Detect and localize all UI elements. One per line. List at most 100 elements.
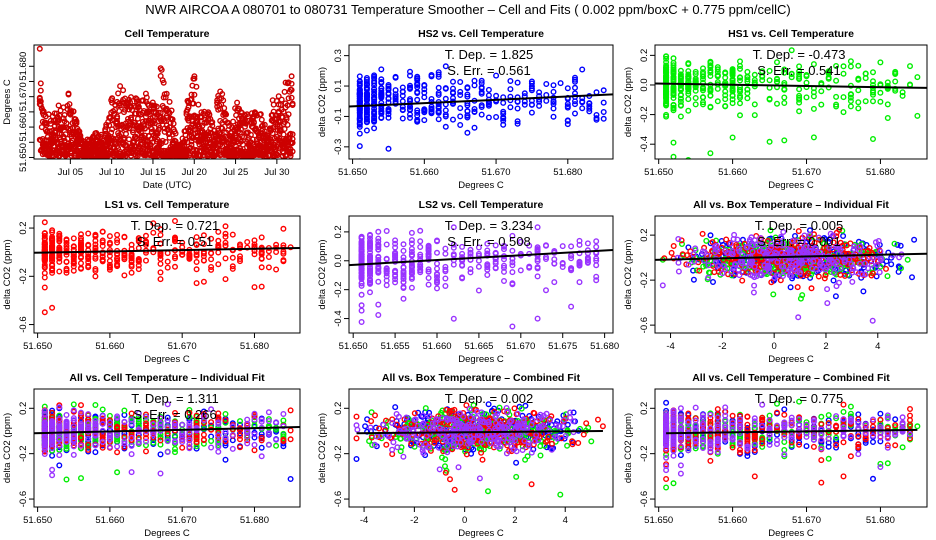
LS1-point xyxy=(794,284,801,291)
serr-annotation: S. Err. = 0.541 xyxy=(757,63,840,78)
y-tick-label: 51.680 xyxy=(18,52,29,81)
HS2-point xyxy=(407,85,414,92)
panel-title: LS1 vs. Cell Temperature xyxy=(105,199,230,211)
y-tick-label: -0.6 xyxy=(639,317,650,333)
HS1-point xyxy=(840,94,847,101)
HS2-point xyxy=(471,77,478,84)
HS2-point xyxy=(832,293,839,300)
LS1-point xyxy=(208,256,215,263)
LS2-point xyxy=(375,278,382,285)
HS1-point xyxy=(753,243,760,250)
LS1-point xyxy=(718,244,725,251)
HS1-point xyxy=(796,99,803,106)
tdep-annotation: T. Dep. = 3.234 xyxy=(445,218,534,233)
LS2-point xyxy=(434,260,441,267)
LS2-point xyxy=(392,267,399,274)
HS2-point xyxy=(579,105,586,112)
HS1-point xyxy=(142,442,149,449)
HS1-point xyxy=(855,62,862,69)
LS2-point xyxy=(824,286,831,293)
LS2-point xyxy=(825,259,832,266)
cell-temp-point xyxy=(281,125,288,132)
cell-temp-point xyxy=(172,130,179,137)
LS2-point xyxy=(509,255,516,262)
LS1-point xyxy=(287,427,294,434)
HS1-point xyxy=(707,72,714,79)
HS1-point xyxy=(898,265,905,272)
LS2-point xyxy=(801,232,808,239)
HS2-point xyxy=(464,84,471,91)
HS2-point xyxy=(464,102,471,109)
x-tick-label: Jul 15 xyxy=(140,167,165,178)
HS1-point xyxy=(63,445,70,452)
LS1-point xyxy=(121,272,128,279)
HS1-point xyxy=(722,69,729,76)
LS1-point xyxy=(63,236,70,243)
cell-temp-point xyxy=(61,111,68,118)
HS2-point xyxy=(421,117,428,124)
LS1-point xyxy=(171,238,178,245)
HS2-point xyxy=(897,242,904,249)
HS2-point xyxy=(564,100,571,107)
HS2-point xyxy=(442,123,449,130)
HS1-point xyxy=(914,74,921,81)
LS1-point xyxy=(193,412,200,419)
HS2-point xyxy=(579,66,586,73)
x-tick-label: 51.660 xyxy=(95,341,124,352)
HS2-point xyxy=(493,92,500,99)
HS2-point xyxy=(407,114,414,121)
LS1-point xyxy=(273,241,280,248)
HS1-point xyxy=(884,273,891,280)
x-axis-label: Degrees C xyxy=(768,180,814,191)
y-tick-label: -0.1 xyxy=(333,108,344,124)
LS2-point xyxy=(392,253,399,260)
cell-temp-point xyxy=(191,91,198,98)
HS1-point xyxy=(135,416,142,423)
LS1-point xyxy=(193,234,200,241)
LS2-point xyxy=(358,307,365,314)
HS1-point xyxy=(142,416,149,423)
cell-temp-point xyxy=(60,115,67,122)
LS1-point xyxy=(85,230,92,237)
LS2-point xyxy=(862,260,869,267)
HS1-point xyxy=(796,92,803,99)
LS2-point xyxy=(450,244,457,251)
x-tick-label: Jul 25 xyxy=(223,167,248,178)
LS2-point xyxy=(841,259,848,266)
cell-temp-point xyxy=(288,94,295,101)
panel-title: HS2 vs. Cell Temperature xyxy=(418,28,544,40)
HS1-point xyxy=(904,256,911,263)
LS2-point xyxy=(358,239,365,246)
LS1-point xyxy=(106,239,113,246)
y-tick-label: 0.0 xyxy=(639,78,650,91)
LS1-point xyxy=(200,232,207,239)
tdep-annotation: T. Dep. = 0.721 xyxy=(131,218,220,233)
y-tick-label: -0.2 xyxy=(639,272,650,288)
HS2-point xyxy=(550,105,557,112)
HS1-point xyxy=(222,411,229,418)
cell-temp-point xyxy=(120,87,127,94)
y-axis-label: delta CO2 (ppm) xyxy=(623,67,634,137)
LS2-point xyxy=(358,291,365,298)
cell-temp-point xyxy=(67,111,74,118)
HS2-point xyxy=(478,102,485,109)
HS2-point xyxy=(572,84,579,91)
tdep-annotation: T. Dep. = 1.825 xyxy=(445,47,534,62)
HS2-point xyxy=(536,89,543,96)
HS1-point xyxy=(729,100,736,107)
LS1-point xyxy=(142,257,149,264)
LS1-point xyxy=(85,264,92,271)
LS1-point xyxy=(142,241,149,248)
LS2-point xyxy=(417,253,424,260)
LS1-point xyxy=(114,239,121,246)
LS2-point xyxy=(434,277,441,284)
LS2-point xyxy=(850,265,857,272)
LS2-point xyxy=(534,224,541,231)
LS1-point xyxy=(157,269,164,276)
LS1-point xyxy=(157,226,164,233)
cell-temp-point xyxy=(284,121,291,128)
HS2-point xyxy=(500,110,507,117)
cell-temp-point xyxy=(209,119,216,126)
HS2-point xyxy=(56,462,63,469)
LS1-point xyxy=(696,267,703,274)
